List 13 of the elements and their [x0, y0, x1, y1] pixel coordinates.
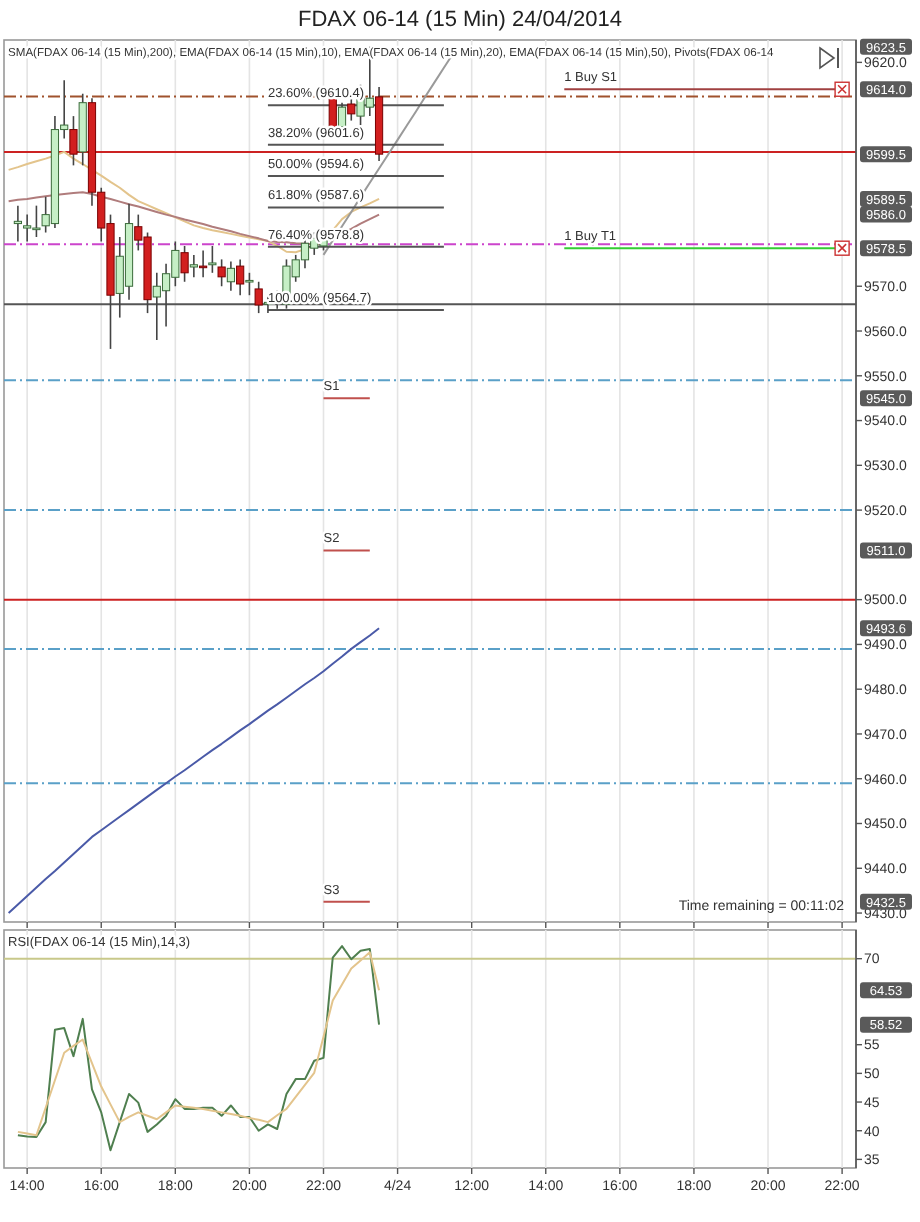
candlestick: [180, 245, 189, 283]
candlestick: [217, 258, 226, 288]
candlestick: [189, 254, 198, 279]
candlestick: [226, 260, 235, 292]
candlestick: [208, 245, 217, 274]
candlestick: [254, 280, 263, 314]
candlestick: [13, 204, 22, 243]
candlestick: [347, 97, 356, 122]
candlestick: [199, 249, 208, 279]
candlestick: [236, 258, 245, 296]
line-series: [7, 627, 381, 915]
candlestick: [245, 272, 254, 296]
chart-title: FDAX 06-14 (15 Min) 24/04/2014: [297, 8, 623, 32]
